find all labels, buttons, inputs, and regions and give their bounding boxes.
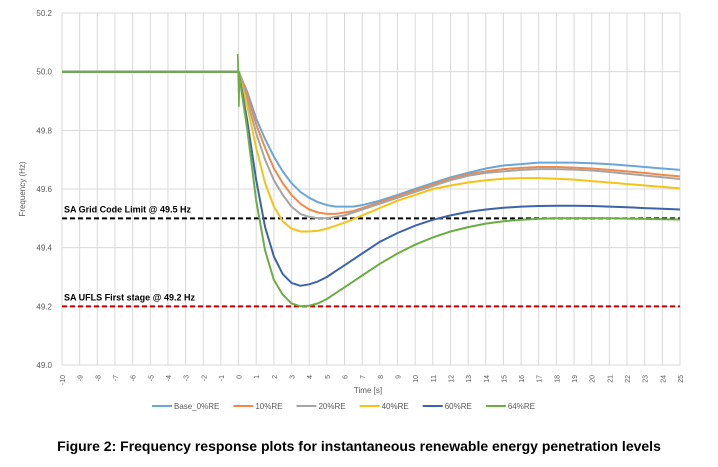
x-tick-label: 24 <box>660 375 667 383</box>
x-tick-label: -8 <box>95 375 102 381</box>
reference-line-label: SA UFLS First stage @ 49.2 Hz <box>64 292 195 302</box>
series-line <box>62 70 681 220</box>
x-tick-label: -2 <box>201 375 208 381</box>
legend-label: 20%RE <box>318 402 345 411</box>
x-tick-label: 18 <box>554 375 561 383</box>
y-tick-label: 50.0 <box>36 68 52 77</box>
y-tick-label: 49.2 <box>36 302 52 311</box>
x-axis-title: Time [s] <box>354 386 382 395</box>
y-tick-label: 49.0 <box>36 361 52 370</box>
x-tick-label: 5 <box>325 375 332 379</box>
x-tick-label: 11 <box>431 375 438 382</box>
series-line <box>62 70 681 215</box>
x-tick-label: 20 <box>590 375 597 383</box>
x-tick-label: -1 <box>219 375 226 381</box>
x-tick-label: 19 <box>572 375 579 383</box>
x-tick-label: -9 <box>78 375 85 381</box>
series-line <box>62 70 681 308</box>
legend-label: 40%RE <box>382 402 409 411</box>
legend-label: 10%RE <box>255 402 282 411</box>
x-tick-label: 6 <box>343 375 350 379</box>
y-tick-label: 49.8 <box>36 126 52 135</box>
transient-spike <box>236 54 241 107</box>
x-tick-label: -10 <box>60 375 67 385</box>
gridlines <box>61 12 681 366</box>
x-tick-label: -6 <box>131 375 138 381</box>
x-tick-label: 23 <box>643 375 650 383</box>
x-tick-label: 4 <box>307 375 314 379</box>
x-tick-label: 21 <box>607 375 614 383</box>
x-tick-label: 2 <box>272 375 279 379</box>
x-tick-label: 8 <box>378 375 385 379</box>
y-tick-label: 49.4 <box>36 244 52 253</box>
x-tick-label: 13 <box>466 375 473 383</box>
x-tick-label: 7 <box>360 375 367 379</box>
y-tick-label: 49.6 <box>36 185 52 194</box>
x-tick-label: 17 <box>537 375 544 383</box>
x-tick-label: 14 <box>484 375 491 383</box>
x-tick-label: 15 <box>501 375 508 383</box>
x-tick-label: 25 <box>678 375 685 383</box>
x-tick-label: 1 <box>254 375 261 379</box>
series-lines <box>62 54 681 308</box>
x-tick-label: 22 <box>625 375 632 383</box>
x-tick-label: -3 <box>184 375 191 381</box>
legend: Base_0%RE 10%RE 20%RE 40%RE 60%RE 64%RE <box>152 402 535 411</box>
x-tick-label: 3 <box>290 375 297 379</box>
series-line <box>62 70 681 208</box>
figure-caption: Figure 2: Frequency response plots for i… <box>57 438 661 454</box>
legend-label: Base_0%RE <box>174 402 219 411</box>
series-line <box>62 70 681 287</box>
y-axis-title: Frequency (Hz) <box>18 161 27 216</box>
x-tick-label: -5 <box>148 375 155 381</box>
x-tick-label: 0 <box>237 375 244 379</box>
x-tick-label: -7 <box>113 375 120 381</box>
series-line <box>62 70 681 233</box>
x-tick-label: -4 <box>166 375 173 381</box>
reference-line-label: SA Grid Code Limit @ 49.5 Hz <box>64 204 191 214</box>
x-tick-label: 10 <box>413 375 420 383</box>
x-tick-label: 16 <box>519 375 526 383</box>
frequency-response-chart: 49.049.249.449.649.850.050.2-10 -9 -8 -7 -6-… <box>18 9 685 411</box>
x-tick-label: 9 <box>395 375 402 379</box>
legend-label: 60%RE <box>445 402 472 411</box>
y-tick-label: 50.2 <box>36 9 52 18</box>
legend-label: 64%RE <box>508 402 535 411</box>
axes: 49.049.249.449.649.850.050.2-10 -9 -8 -7 -6-… <box>18 9 685 395</box>
x-tick-label: 12 <box>448 375 455 383</box>
reference-lines: SA Grid Code Limit @ 49.5 Hz SA UFLS Firs… <box>62 204 680 308</box>
